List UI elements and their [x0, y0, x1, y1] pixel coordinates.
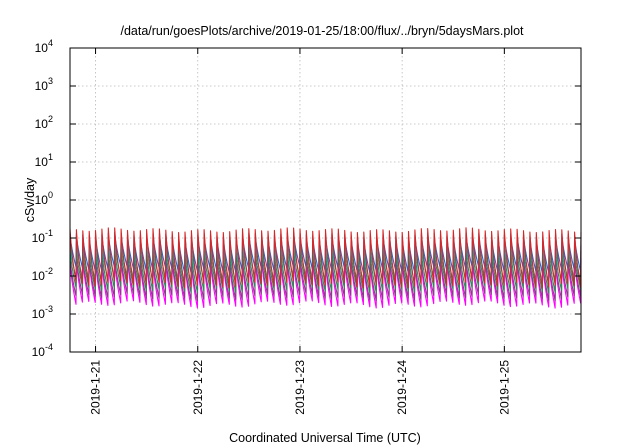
- y-tick-label: 100: [35, 190, 53, 207]
- y-tick-label: 10-4: [32, 342, 53, 359]
- x-axis-label: Coordinated Universal Time (UTC): [229, 431, 421, 445]
- x-tick-label: 2019-1-21: [89, 360, 103, 415]
- y-tick-label: 102: [35, 114, 53, 131]
- x-tick-label: 2019-1-23: [293, 360, 307, 415]
- chart-title: /data/run/goesPlots/archive/2019-01-25/1…: [120, 24, 524, 38]
- x-tick-label: 2019-1-22: [191, 360, 205, 415]
- grid: [70, 48, 581, 352]
- x-tick-label: 2019-1-24: [395, 360, 409, 415]
- y-tick-label: 10-2: [32, 266, 53, 283]
- y-tick-label: 104: [35, 38, 53, 55]
- y-axis-label: cSv/day: [23, 177, 37, 222]
- x-tick-label: 2019-1-25: [497, 360, 511, 415]
- y-tick-label: 10-3: [32, 304, 53, 321]
- y-tick-label: 103: [35, 76, 53, 93]
- series-group: [69, 227, 582, 309]
- series-line: [69, 227, 582, 289]
- y-tick-label: 101: [35, 152, 53, 169]
- y-axis: 10-4 10-3 10-2 10-1 100 101 102 103 104: [32, 38, 581, 359]
- y-tick-label: 10-1: [32, 228, 53, 245]
- x-axis: 2019-1-21 2019-1-22 2019-1-23 2019-1-24 2019…: [89, 48, 511, 415]
